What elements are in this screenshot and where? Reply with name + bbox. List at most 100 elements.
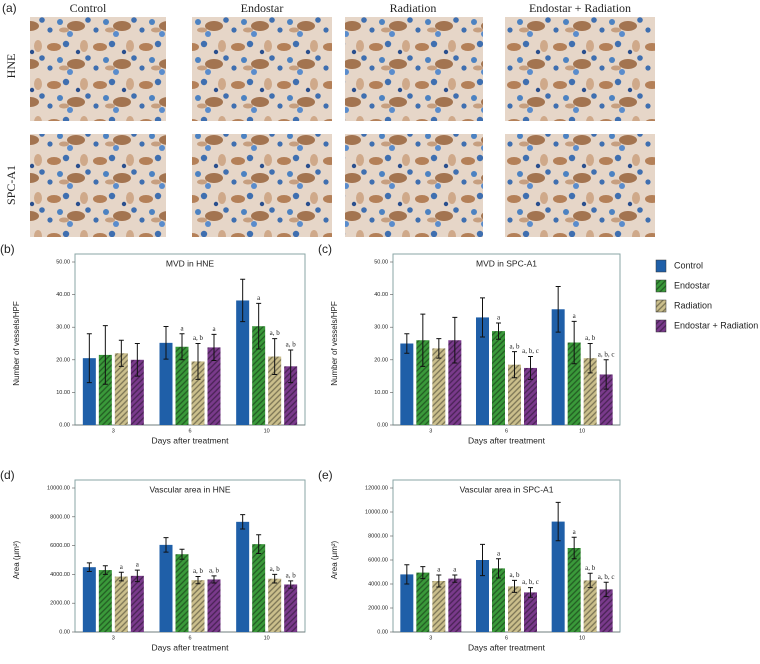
error-bar xyxy=(420,566,426,580)
panel-label: (c) xyxy=(318,242,332,256)
row-label: HNE xyxy=(4,54,18,79)
micrograph xyxy=(30,17,166,121)
bar xyxy=(567,548,581,632)
row-label: SPC-A1 xyxy=(4,165,18,205)
chart-title: Vascular area in SPC-A1 xyxy=(460,484,554,494)
y-tick-label: 50.00 xyxy=(374,259,388,265)
micrograph xyxy=(345,17,483,121)
x-tick-label: 3 xyxy=(112,428,115,434)
bar xyxy=(476,317,489,425)
significance-label: a xyxy=(120,563,124,571)
error-bar xyxy=(272,338,278,375)
bar xyxy=(492,568,505,632)
plot-frame xyxy=(392,253,621,426)
error-bar xyxy=(420,313,426,367)
x-tick-label: 3 xyxy=(429,635,432,641)
y-tick-label: 8000.00 xyxy=(368,533,388,539)
bar xyxy=(400,574,414,632)
error-bar xyxy=(240,514,246,530)
y-tick-label: 0.00 xyxy=(377,629,388,635)
bar xyxy=(130,359,144,425)
panel-a: (a) Control Endostar Radiation Endostar … xyxy=(2,1,655,237)
y-tick-label: 30.00 xyxy=(374,325,388,331)
error-bar xyxy=(163,537,169,553)
significance-label: a, b xyxy=(509,571,520,579)
bar xyxy=(207,579,221,632)
column-label: Endostar + Radiation xyxy=(529,1,631,15)
significance-label: a, b xyxy=(585,334,596,342)
significance-label: a, b xyxy=(209,566,220,574)
error-bar xyxy=(211,575,217,584)
y-tick-label: 10000.00 xyxy=(47,485,70,491)
legend-swatch xyxy=(655,299,667,313)
error-bar xyxy=(587,572,593,589)
bar xyxy=(524,367,537,425)
bar xyxy=(583,358,597,425)
y-tick-label: 30.00 xyxy=(56,325,70,331)
bar xyxy=(599,589,613,632)
significance-label: a, b xyxy=(509,342,520,350)
bar xyxy=(416,572,430,632)
legend-swatch xyxy=(655,279,667,293)
legend-label: Endostar + Radiation xyxy=(674,320,758,330)
column-label: Control xyxy=(70,1,107,15)
plot-frame xyxy=(74,253,306,426)
chart-title: MVD in HNE xyxy=(166,258,215,268)
y-axis-label: Number of vessels/HPF xyxy=(12,301,21,386)
bar xyxy=(236,521,250,632)
bar xyxy=(416,340,430,425)
error-bar xyxy=(256,534,262,555)
y-tick-label: 6000.00 xyxy=(50,543,70,549)
bar xyxy=(567,342,581,425)
significance-label: a xyxy=(257,294,261,302)
chart-title: Vascular area in HNE xyxy=(149,484,230,494)
error-bar xyxy=(102,565,108,575)
error-bar xyxy=(256,302,262,350)
x-tick-label: 6 xyxy=(188,635,191,641)
y-tick-label: 40.00 xyxy=(374,292,388,298)
micrograph xyxy=(192,17,332,121)
bar xyxy=(508,364,521,425)
bar xyxy=(252,544,266,632)
significance-label: a xyxy=(437,566,441,574)
error-bar xyxy=(512,351,517,379)
bar xyxy=(236,300,250,425)
y-tick-label: 4000.00 xyxy=(368,581,388,587)
y-axis-label: Area (μm²) xyxy=(12,540,21,579)
plot-frame xyxy=(74,479,306,633)
error-bar xyxy=(496,558,501,579)
significance-label: a, b xyxy=(193,334,204,342)
significance-label: a, b xyxy=(585,564,596,572)
significance-label: a, b, c xyxy=(522,347,539,355)
bar xyxy=(82,358,96,425)
micrograph xyxy=(505,134,655,237)
error-bar xyxy=(211,333,217,361)
error-bar xyxy=(86,333,92,384)
bar xyxy=(448,578,462,632)
panel-label: (a) xyxy=(2,1,17,15)
bar xyxy=(114,576,128,632)
legend-swatch xyxy=(655,259,667,273)
bar xyxy=(159,342,173,425)
bar xyxy=(508,586,521,632)
y-tick-label: 0.00 xyxy=(59,422,70,428)
error-bar xyxy=(571,536,577,560)
significance-label: a, b xyxy=(270,565,281,573)
significance-label: a xyxy=(212,325,216,333)
error-bar xyxy=(555,501,561,542)
significance-label: a xyxy=(453,566,457,574)
bar xyxy=(284,584,298,632)
panel-label: (e) xyxy=(318,468,333,482)
y-tick-label: 10.00 xyxy=(374,390,388,396)
bar xyxy=(524,592,537,632)
bar xyxy=(284,366,298,425)
error-bar xyxy=(118,339,124,367)
error-bar xyxy=(512,579,517,593)
bar xyxy=(599,374,613,425)
x-tick-label: 10 xyxy=(579,635,585,641)
micrograph xyxy=(30,134,166,237)
bar xyxy=(432,581,446,632)
error-bar xyxy=(480,297,485,338)
